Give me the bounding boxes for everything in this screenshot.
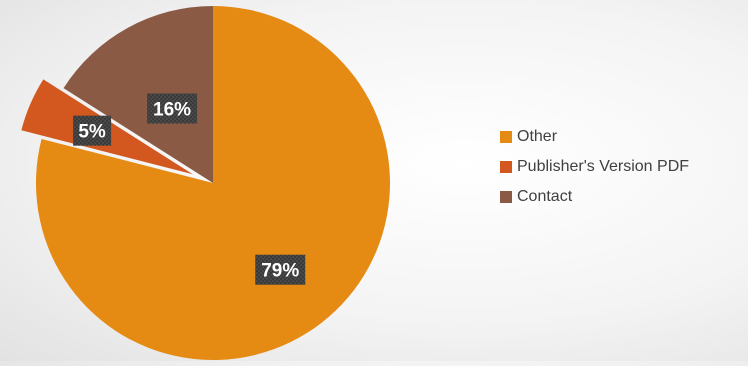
data-label-publisher-s-version-pdf: 5% [73,115,112,146]
data-labels: 79% 5% 16% [73,93,306,285]
data-label-other: 79% [255,254,306,285]
legend-label-other: Other [517,128,558,145]
data-label-text: 5% [78,122,106,143]
data-label-box [255,254,306,285]
pie-slice-contact [63,6,214,183]
pie-slices [21,6,391,360]
legend-item-other: Other [500,122,689,152]
legend-label-contact: Contact [517,188,573,205]
chart-legend: Other Publisher's Version PDF Contact [500,122,689,212]
legend-item-contact: Contact [500,182,689,212]
data-label-contact: 16% [147,93,198,124]
legend-swatch-other [500,131,512,143]
data-label-text: 16% [153,100,191,121]
data-label-box [73,115,112,146]
legend-item-publishers-version-pdf: Publisher's Version PDF [500,152,689,182]
legend-swatch-contact [500,191,512,203]
data-label-text: 79% [261,261,299,282]
legend-swatch-publishers-version-pdf [500,161,512,173]
data-label-box [147,93,198,124]
legend-label-publishers-version-pdf: Publisher's Version PDF [517,158,690,175]
